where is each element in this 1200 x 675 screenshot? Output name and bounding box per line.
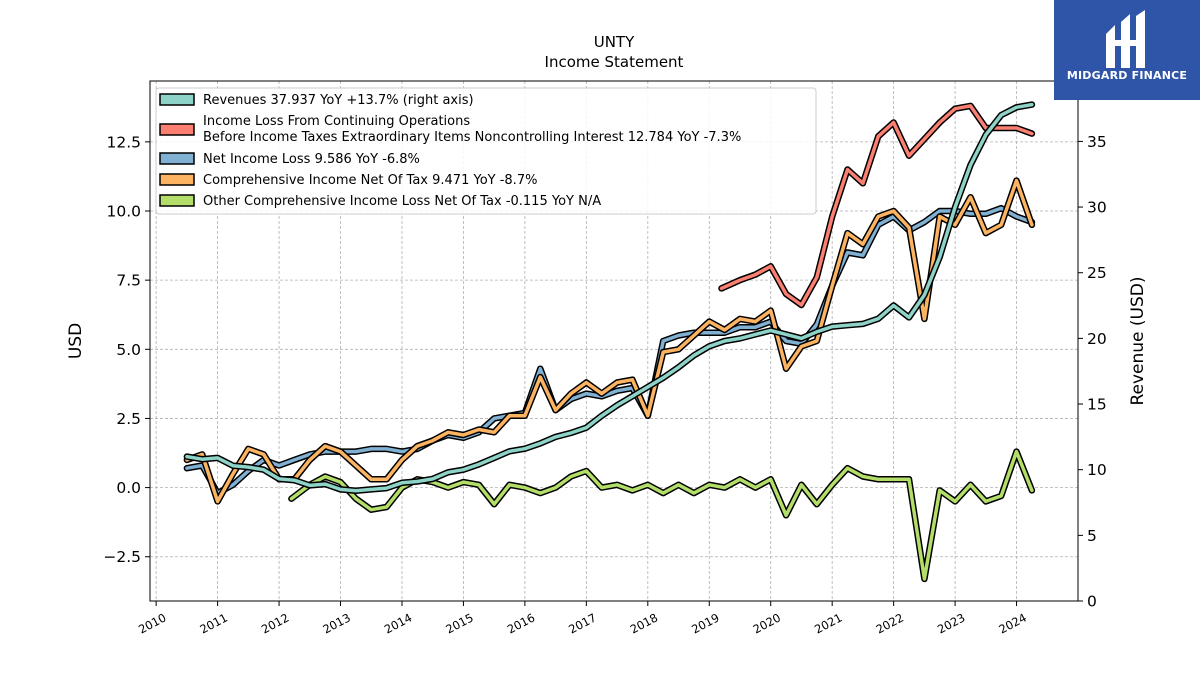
legend-label-income-continuing-line1: Income Loss From Continuing Operations <box>203 114 470 129</box>
x-tick-label: 2014 <box>382 610 414 636</box>
legend-item-net-income: Net Income Loss 9.586 YoY -6.8% <box>159 152 420 167</box>
legend-swatch-comprehensive-income <box>159 173 195 186</box>
y-tick-label-left: 5.0 <box>116 341 141 359</box>
series-line <box>289 449 1034 581</box>
x-tick-label: 2016 <box>505 610 537 636</box>
series-other-comprehensive-income-loss-net-of-tax <box>288 448 1036 583</box>
legend: Revenues 37.937 YoY +13.7% (right axis) … <box>155 87 817 215</box>
x-tick-label: 2012 <box>259 610 291 636</box>
series-line <box>719 104 1034 307</box>
y-tick-label-right: 30 <box>1087 199 1107 217</box>
x-tick-label: 2017 <box>566 610 598 636</box>
x-tick-label: 2013 <box>320 610 352 636</box>
y-tick-label-right: 10 <box>1087 461 1107 479</box>
y-tick-label-left: 7.5 <box>116 272 141 290</box>
series-net-income-loss <box>183 204 1036 497</box>
x-tick-label: 2020 <box>751 610 783 636</box>
y-tick-label-left: 12.5 <box>106 133 141 151</box>
series-income-loss-from-continuing-operations-before-income-taxes-extraordinary-items-noncontrolling-interest <box>718 102 1036 309</box>
y-axis-label-right: Revenue (USD) <box>1128 276 1148 405</box>
y-tick-label-right: 15 <box>1087 396 1107 414</box>
chart-subtitle: Income Statement <box>545 53 684 71</box>
y-tick-label-left: −2.5 <box>103 548 141 566</box>
y-tick-label-right: 0 <box>1087 593 1097 611</box>
y-axis-label-left: USD <box>66 323 86 359</box>
logo-mark-icon <box>1106 10 1145 68</box>
legend-label-revenues: Revenues 37.937 YoY +13.7% (right axis) <box>203 93 474 108</box>
legend-item-revenues: Revenues 37.937 YoY +13.7% (right axis) <box>159 93 474 108</box>
legend-swatch-revenues <box>159 93 195 106</box>
y-tick-label-right: 35 <box>1087 133 1107 151</box>
x-tick-label: 2015 <box>443 610 475 636</box>
y-tick-label-left: 2.5 <box>116 410 141 428</box>
x-tick-label: 2010 <box>136 610 168 636</box>
x-tick-label: 2019 <box>689 610 721 636</box>
series-line <box>185 206 1034 495</box>
series-group <box>183 101 1036 583</box>
legend-swatch-income-continuing <box>159 123 195 136</box>
legend-item-income-continuing: Income Loss From Continuing Operations B… <box>159 114 741 145</box>
legend-swatch-net-income <box>159 152 195 165</box>
chart-title: UNTY <box>594 33 635 51</box>
legend-label-net-income: Net Income Loss 9.586 YoY -6.8% <box>203 152 420 167</box>
y-tick-label-right: 5 <box>1087 527 1097 545</box>
y-tick-label-left: 0.0 <box>116 479 141 497</box>
series-line <box>185 102 1034 493</box>
legend-label-income-continuing-line2: Before Income Taxes Extraordinary Items … <box>203 130 741 145</box>
y-tick-label-left: 10.0 <box>106 203 141 221</box>
series-comprehensive-income-net-of-tax <box>183 177 1036 505</box>
x-tick-label: 2022 <box>874 610 906 636</box>
legend-label-other-comprehensive: Other Comprehensive Income Loss Net Of T… <box>203 194 601 209</box>
x-tick-label: 2018 <box>628 610 660 636</box>
legend-item-comprehensive-income: Comprehensive Income Net Of Tax 9.471 Yo… <box>159 173 537 188</box>
brand-logo: MIDGARD FINANCE <box>1054 0 1200 100</box>
y-tick-label-right: 25 <box>1087 264 1107 282</box>
brand-name: MIDGARD FINANCE <box>1066 69 1188 82</box>
legend-swatch-other-comprehensive <box>159 194 195 207</box>
legend-box <box>155 87 817 215</box>
x-tick-label: 2024 <box>996 610 1028 636</box>
x-tick-label: 2021 <box>812 610 844 636</box>
x-tick-label: 2011 <box>198 610 230 636</box>
plot-frame <box>149 80 1079 602</box>
series-revenues <box>183 101 1036 494</box>
series-outline <box>183 204 1036 497</box>
x-tick-label: 2023 <box>935 610 967 636</box>
legend-label-comprehensive-income: Comprehensive Income Net Of Tax 9.471 Yo… <box>203 173 537 188</box>
legend-item-other-comprehensive: Other Comprehensive Income Loss Net Of T… <box>159 194 601 209</box>
y-tick-label-right: 20 <box>1087 330 1107 348</box>
series-line <box>185 178 1034 504</box>
